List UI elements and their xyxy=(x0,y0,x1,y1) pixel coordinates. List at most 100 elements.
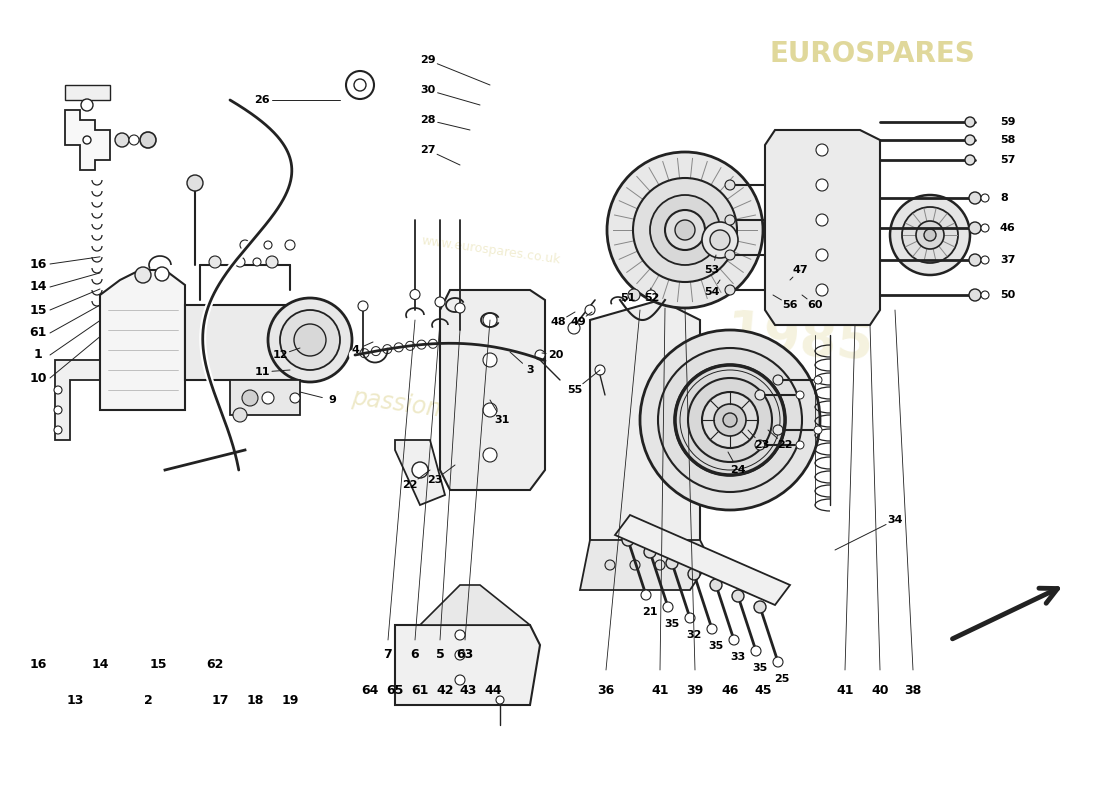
Circle shape xyxy=(266,256,278,268)
Circle shape xyxy=(650,195,721,265)
Circle shape xyxy=(796,441,804,449)
Circle shape xyxy=(568,322,580,334)
Circle shape xyxy=(816,144,828,156)
Circle shape xyxy=(54,406,62,414)
Text: 8: 8 xyxy=(1000,193,1008,203)
Circle shape xyxy=(773,375,783,385)
Text: 41: 41 xyxy=(651,683,669,697)
Text: 30: 30 xyxy=(420,85,436,95)
Circle shape xyxy=(242,390,258,406)
Text: 61: 61 xyxy=(411,683,429,697)
Circle shape xyxy=(358,301,368,311)
Circle shape xyxy=(702,222,738,258)
Bar xyxy=(230,380,300,415)
Circle shape xyxy=(751,646,761,656)
Circle shape xyxy=(890,195,970,275)
Circle shape xyxy=(773,425,783,435)
Text: 28: 28 xyxy=(420,115,436,125)
Circle shape xyxy=(496,696,504,704)
Text: 20: 20 xyxy=(548,350,563,360)
Circle shape xyxy=(209,256,221,268)
Circle shape xyxy=(235,257,245,267)
Circle shape xyxy=(607,152,763,308)
Circle shape xyxy=(410,290,420,299)
Circle shape xyxy=(814,426,822,434)
Circle shape xyxy=(632,178,737,282)
Circle shape xyxy=(434,297,446,307)
Text: 10: 10 xyxy=(30,371,46,385)
Text: 18: 18 xyxy=(246,694,264,706)
Polygon shape xyxy=(395,440,446,505)
Text: 63: 63 xyxy=(456,649,474,662)
Circle shape xyxy=(294,324,326,356)
Bar xyxy=(185,305,295,380)
Circle shape xyxy=(675,220,695,240)
Text: 27: 27 xyxy=(420,145,436,155)
Text: 22: 22 xyxy=(778,440,793,450)
Circle shape xyxy=(290,393,300,403)
Circle shape xyxy=(654,560,666,570)
Polygon shape xyxy=(440,290,544,490)
Text: 35: 35 xyxy=(752,663,768,673)
Circle shape xyxy=(285,240,295,250)
Text: 14: 14 xyxy=(30,281,46,294)
Text: 26: 26 xyxy=(254,95,270,105)
Text: 1: 1 xyxy=(34,349,43,362)
Text: 38: 38 xyxy=(904,683,922,697)
Text: 42: 42 xyxy=(437,683,453,697)
Text: 53: 53 xyxy=(704,265,719,275)
Text: 15: 15 xyxy=(150,658,167,671)
Text: 58: 58 xyxy=(1000,135,1015,145)
Text: 61: 61 xyxy=(30,326,46,339)
Circle shape xyxy=(981,224,989,232)
Circle shape xyxy=(729,635,739,645)
Text: 21: 21 xyxy=(642,607,658,617)
Circle shape xyxy=(965,117,975,127)
Text: EUROSPARES: EUROSPARES xyxy=(770,40,976,68)
Circle shape xyxy=(483,403,497,417)
Polygon shape xyxy=(764,130,880,325)
Polygon shape xyxy=(100,270,185,410)
Circle shape xyxy=(54,426,62,434)
Circle shape xyxy=(969,192,981,204)
Text: 34: 34 xyxy=(888,515,903,525)
Circle shape xyxy=(666,210,705,250)
Text: 23: 23 xyxy=(755,440,770,450)
Text: 44: 44 xyxy=(484,683,502,697)
Circle shape xyxy=(969,254,981,266)
Text: 14: 14 xyxy=(91,658,109,671)
Circle shape xyxy=(233,408,248,422)
Circle shape xyxy=(455,650,465,660)
Circle shape xyxy=(816,249,828,261)
Text: 2: 2 xyxy=(144,694,153,706)
Circle shape xyxy=(688,568,700,580)
Circle shape xyxy=(965,135,975,145)
Circle shape xyxy=(455,630,465,640)
Circle shape xyxy=(641,590,651,600)
Text: 47: 47 xyxy=(792,265,807,275)
Circle shape xyxy=(354,79,366,91)
Circle shape xyxy=(628,289,640,301)
Text: 17: 17 xyxy=(211,694,229,706)
Text: 37: 37 xyxy=(1000,255,1015,265)
Circle shape xyxy=(54,386,62,394)
Circle shape xyxy=(707,624,717,634)
Text: 19: 19 xyxy=(282,694,299,706)
Text: 12: 12 xyxy=(273,350,288,360)
Circle shape xyxy=(140,132,156,148)
Text: 43: 43 xyxy=(460,683,476,697)
Text: 46: 46 xyxy=(722,683,739,697)
Circle shape xyxy=(710,579,722,591)
Text: 65: 65 xyxy=(386,683,404,697)
Circle shape xyxy=(155,267,169,281)
Circle shape xyxy=(262,392,274,404)
Text: 7: 7 xyxy=(384,649,393,662)
Circle shape xyxy=(754,601,766,613)
Circle shape xyxy=(710,230,730,250)
Circle shape xyxy=(535,350,544,360)
Circle shape xyxy=(644,546,656,558)
Circle shape xyxy=(135,267,151,283)
Circle shape xyxy=(796,391,804,399)
Text: 22: 22 xyxy=(403,480,418,490)
Text: 46: 46 xyxy=(1000,223,1015,233)
